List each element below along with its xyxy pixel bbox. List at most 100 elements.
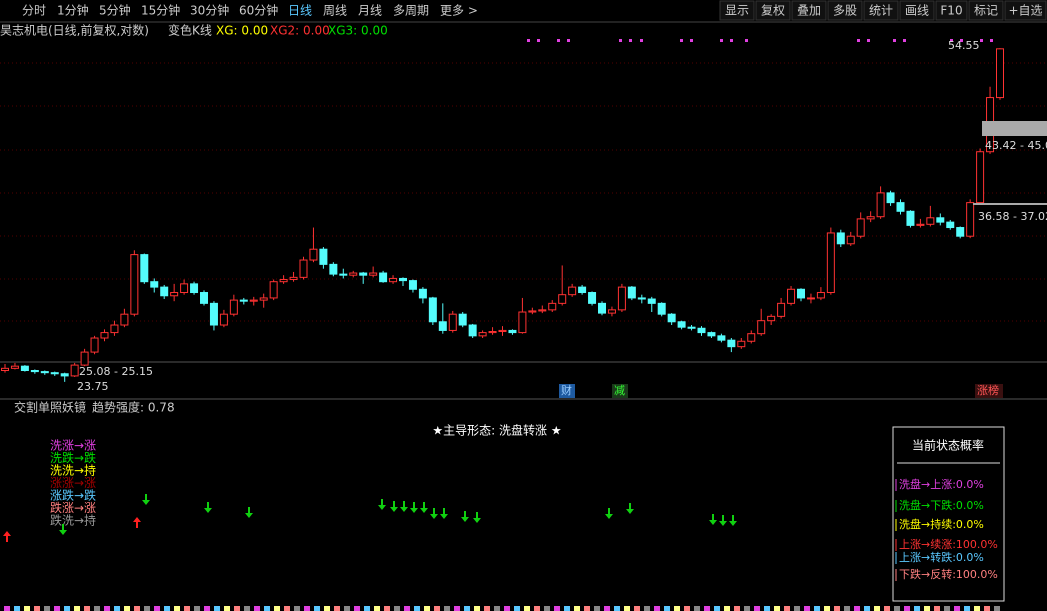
volume-strip: [4, 606, 10, 611]
price-annotation: 36.58 - 37.02: [978, 210, 1047, 223]
tool-button[interactable]: [827, 0, 863, 21]
tool-button[interactable]: [719, 0, 755, 21]
period-tab[interactable]: 60分钟: [239, 3, 278, 18]
volume-strip: [514, 606, 520, 611]
tool-label[interactable]: 统计: [869, 4, 893, 18]
tool-label[interactable]: 复权: [761, 4, 785, 18]
signal-dot: [730, 39, 733, 42]
volume-strip: [824, 606, 830, 611]
candle-body: [70, 364, 79, 377]
candle-body: [239, 299, 248, 302]
candle-body: [667, 313, 676, 323]
candle-body: [279, 279, 288, 283]
tool-label[interactable]: 多股: [833, 4, 857, 18]
candle-body: [518, 311, 527, 334]
volume-strip: [624, 606, 630, 611]
tool-button[interactable]: [968, 0, 1004, 21]
signal-arrow: [59, 524, 67, 535]
period-tab[interactable]: 日线: [288, 4, 312, 18]
candle-body: [856, 218, 865, 237]
candle-body: [369, 272, 378, 276]
period-tab[interactable]: 月线: [358, 4, 382, 18]
probability-row: 洗盘→下跌:0.0%: [899, 498, 984, 512]
candle-body: [876, 192, 885, 218]
tool-button[interactable]: [935, 0, 968, 21]
signal-dot: [960, 39, 963, 42]
tool-label[interactable]: 显示: [725, 4, 749, 18]
candle-body: [747, 333, 756, 342]
period-tab[interactable]: 更多 >: [440, 4, 478, 18]
volume-strip: [464, 606, 470, 611]
period-tab[interactable]: 1分钟: [57, 3, 89, 18]
candle-body: [498, 329, 507, 333]
signal-arrow: [729, 515, 737, 526]
volume-strip: [814, 606, 820, 611]
candle-body: [916, 223, 925, 226]
volume-strip: [774, 606, 780, 611]
candle-body: [617, 286, 626, 311]
price-annotation: 23.75: [77, 380, 109, 393]
candle-body: [926, 217, 935, 225]
tool-button[interactable]: [755, 0, 791, 21]
signal-dot: [893, 39, 896, 42]
volume-strip: [444, 606, 450, 611]
candle-body: [269, 281, 278, 299]
signal-arrow: [245, 507, 253, 518]
volume-strip: [494, 606, 500, 611]
volume-strip: [454, 606, 460, 611]
period-tab[interactable]: 30分钟: [190, 3, 229, 18]
signal-dot: [857, 39, 860, 42]
signal-dot: [980, 39, 983, 42]
volume-strip: [204, 606, 210, 611]
tool-label[interactable]: 画线: [905, 4, 929, 18]
volume-strip: [214, 606, 220, 611]
probability-row: 洗盘→持续:0.0%: [899, 517, 984, 531]
period-tab[interactable]: 多周期: [393, 4, 429, 18]
volume-strip: [404, 606, 410, 611]
candle-body: [339, 273, 348, 276]
tool-label[interactable]: 叠加: [797, 4, 821, 18]
period-tab[interactable]: 周线: [323, 4, 347, 18]
candle-body: [478, 332, 487, 337]
volume-strip: [334, 606, 340, 611]
tool-button[interactable]: [863, 0, 899, 21]
tool-button[interactable]: [1004, 0, 1047, 21]
candle-body: [687, 326, 696, 329]
volume-strip: [474, 606, 480, 611]
period-tab[interactable]: 5分钟: [99, 3, 131, 18]
volume-strip: [254, 606, 260, 611]
candle-body: [946, 221, 955, 229]
legend-entry: 跌涨→涨: [50, 500, 96, 515]
price-annotation: 25.08 - 25.15: [79, 365, 153, 378]
volume-strip: [724, 606, 730, 611]
candle-body: [30, 370, 39, 373]
tool-button[interactable]: [791, 0, 827, 21]
tool-button[interactable]: [899, 0, 935, 21]
volume-strip: [634, 606, 640, 611]
volume-strip: [554, 606, 560, 611]
candle-body: [647, 298, 656, 304]
legend-entry: 涨涨→涨: [50, 475, 96, 490]
candle-body: [886, 192, 895, 204]
volume-strip: [704, 606, 710, 611]
period-tab[interactable]: 15分钟: [141, 3, 180, 18]
period-tab[interactable]: 分时: [22, 4, 46, 18]
volume-strip: [394, 606, 400, 611]
tool-label[interactable]: F10: [940, 4, 962, 18]
legend-entry: 跌洗→持: [50, 513, 96, 528]
candle-body: [757, 320, 766, 335]
candle-body: [170, 292, 179, 297]
candle-body: [578, 286, 587, 294]
tool-label[interactable]: +自选: [1008, 4, 1042, 18]
volume-strip: [864, 606, 870, 611]
event-marker-bg: [559, 384, 575, 398]
volume-strip: [684, 606, 690, 611]
tool-label[interactable]: 标记: [974, 4, 998, 18]
probability-row: 洗盘→上涨:0.0%: [899, 477, 984, 491]
candle-body: [976, 151, 985, 204]
candle-body: [40, 371, 49, 374]
signal-dot: [527, 39, 530, 42]
signal-dot: [690, 39, 693, 42]
candle-body: [717, 335, 726, 341]
